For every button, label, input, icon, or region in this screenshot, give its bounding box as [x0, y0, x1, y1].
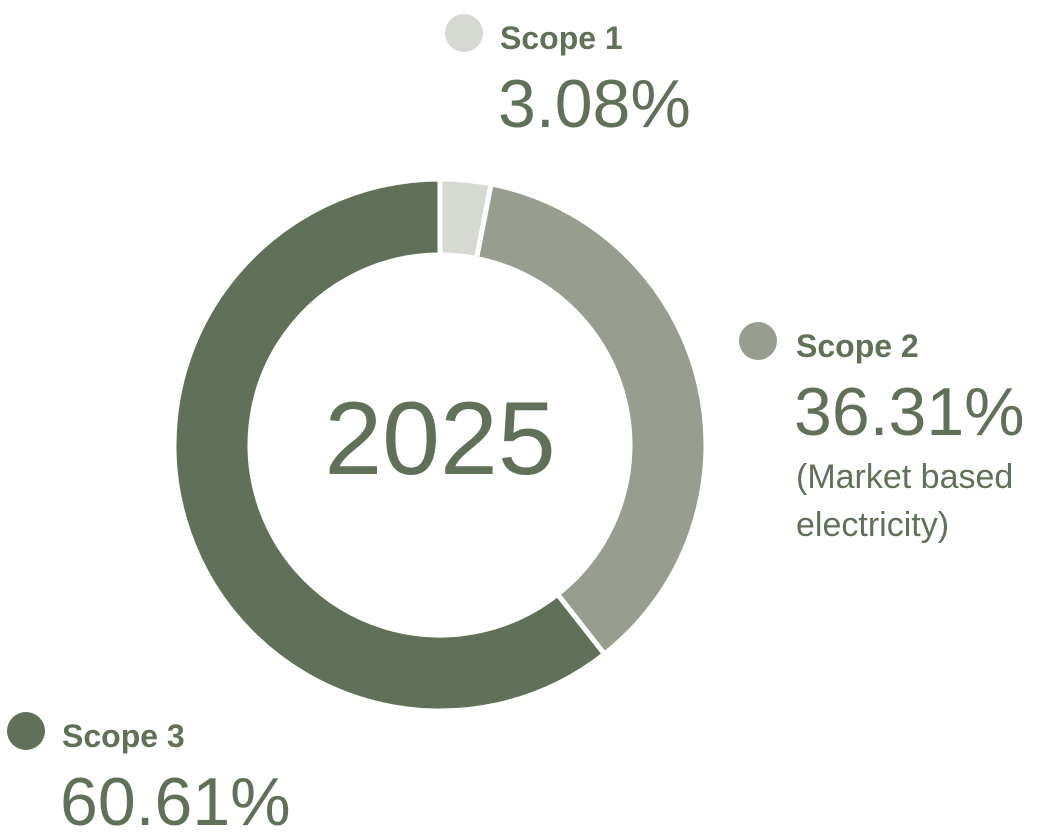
donut-slice — [171, 176, 607, 714]
value-label: 3.08% — [498, 66, 691, 142]
legend-dot — [7, 712, 45, 750]
legend-dot — [445, 14, 483, 52]
center-label: 2025 — [324, 381, 555, 497]
value-label: 60.61% — [60, 764, 291, 838]
annotation: (Market based electricity) — [796, 458, 1014, 544]
donut-slice — [474, 181, 709, 657]
legend-label: Scope 1 — [500, 20, 623, 56]
legend-dot — [739, 322, 777, 360]
value-label: 36.31% — [794, 374, 1025, 450]
legend-label: Scope 3 — [62, 718, 185, 754]
legend-label: Scope 2 — [796, 328, 919, 364]
